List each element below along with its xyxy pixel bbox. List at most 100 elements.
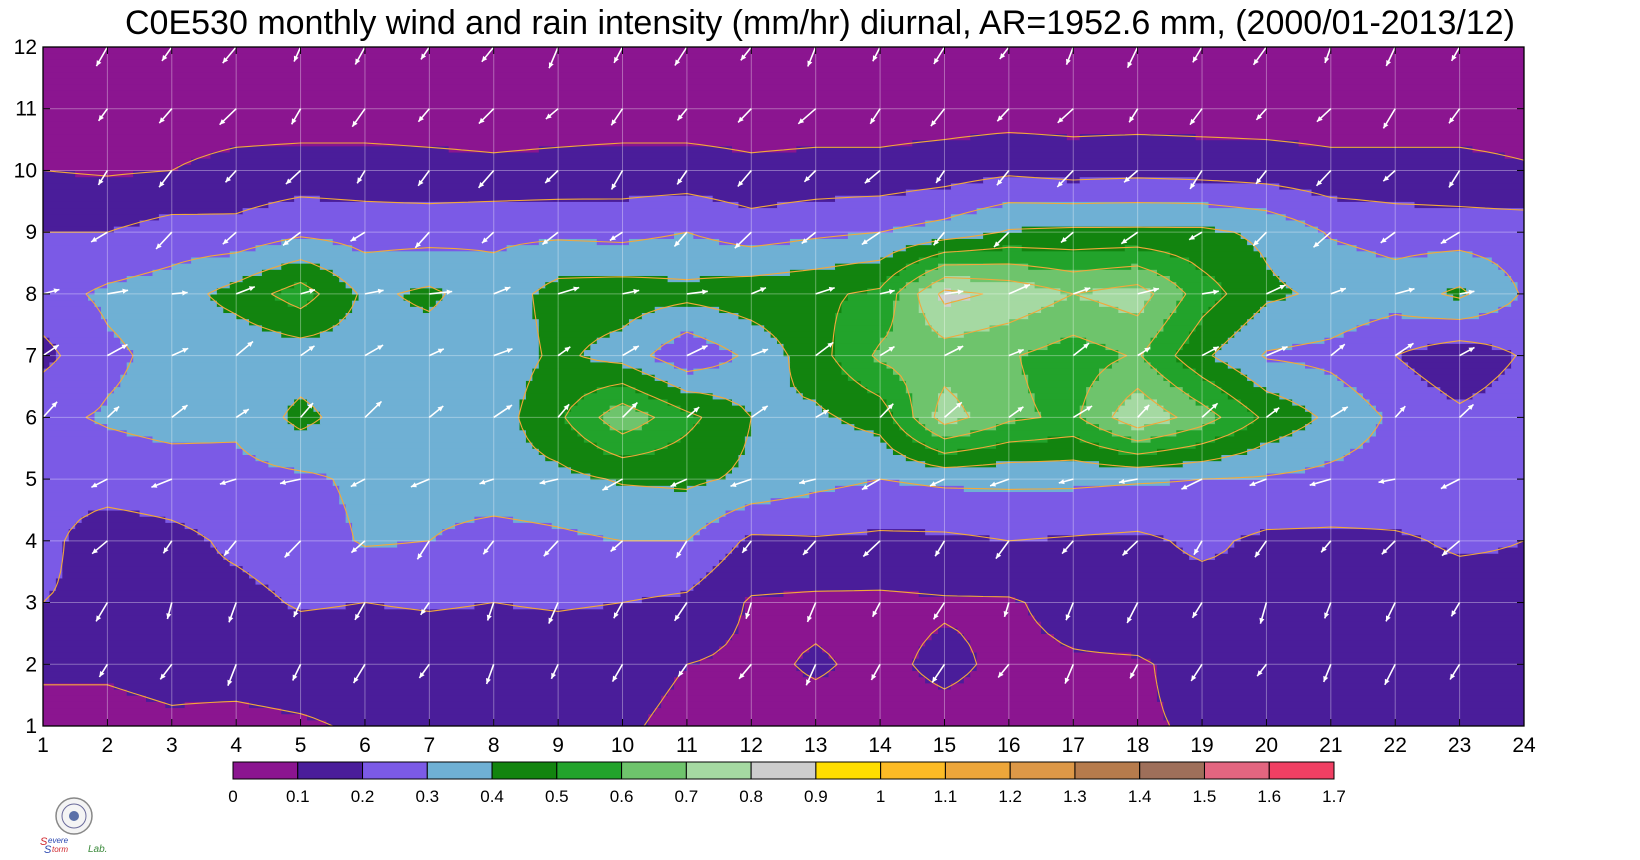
- contour-band-cell: [126, 688, 669, 696]
- wind-arrow: [282, 231, 302, 247]
- contour-band-cell: [1266, 207, 1524, 215]
- contour-band-cell: [1131, 651, 1524, 659]
- contour-band-cell: [319, 417, 521, 425]
- contour-band-cell: [596, 337, 675, 344]
- contour-band-cell: [931, 633, 965, 641]
- contour-band-cell: [738, 621, 1042, 628]
- wind-arrow: [797, 108, 817, 125]
- contour-band-cell: [43, 559, 63, 567]
- contour-band-cell: [583, 435, 682, 443]
- contour-band-cell: [1137, 263, 1197, 270]
- contour-band-cell: [43, 516, 83, 523]
- contour-band-cell: [43, 114, 1524, 122]
- contour-band-cell: [1202, 374, 1248, 381]
- wind-arrow: [541, 231, 559, 246]
- contour-band-cell: [43, 170, 76, 178]
- svg-text:evere: evere: [48, 836, 69, 845]
- wind-arrow: [417, 108, 430, 123]
- contour-band-cell: [699, 275, 888, 283]
- wind-arrow: [1394, 405, 1406, 418]
- contour-band-cell: [1375, 405, 1524, 412]
- y-tick-label: 3: [25, 592, 37, 615]
- contour-band-cell: [1195, 133, 1524, 141]
- contour-band-cell: [1163, 701, 1524, 709]
- contour-band-cell: [912, 139, 1300, 147]
- contour-band-cell: [1266, 256, 1493, 264]
- contour-band-cell: [1517, 293, 1524, 301]
- contour-band-cell: [339, 318, 540, 326]
- contour-band-cell: [281, 330, 321, 338]
- contour-band-cell: [113, 682, 675, 690]
- wind-arrow: [934, 540, 946, 557]
- contour-band-cell: [1356, 244, 1524, 252]
- colorbar-swatch: [362, 761, 428, 780]
- contour-band-cell: [699, 528, 868, 536]
- contour-band-cell: [809, 491, 1524, 499]
- contour-band-cell: [699, 417, 752, 425]
- contour-band-cell: [1227, 392, 1280, 400]
- contour-band-cell: [261, 269, 334, 276]
- contour-band-cell: [989, 324, 1165, 332]
- colorbar-label: 1.2: [998, 787, 1022, 806]
- contour-band-cell: [693, 367, 791, 375]
- contour-band-cell: [828, 651, 920, 659]
- contour-band-cell: [1214, 226, 1319, 233]
- contour-band-cell: [674, 676, 926, 684]
- wind-arrow: [806, 602, 817, 623]
- wind-arrow: [611, 663, 624, 683]
- contour-band-cell: [1028, 602, 1524, 610]
- contour-band-cell: [216, 546, 733, 554]
- wind-arrow: [861, 478, 881, 491]
- wind-arrow: [299, 402, 314, 418]
- contour-band-cell: [892, 318, 926, 326]
- contour-band-cell: [680, 405, 746, 412]
- contour-band-cell: [1111, 361, 1152, 369]
- contour-band-cell: [1214, 275, 1280, 283]
- contour-band-cell: [970, 639, 1061, 647]
- contour-band-cell: [216, 300, 289, 307]
- contour-band-cell: [107, 281, 231, 289]
- wind-arrow: [807, 47, 817, 67]
- contour-band-cell: [841, 361, 888, 369]
- contour-band-cell: [1279, 275, 1512, 283]
- contour-band-cell: [43, 719, 327, 726]
- contour-band-cell: [706, 479, 868, 486]
- contour-band-cell: [281, 263, 321, 270]
- contour-band-cell: [442, 287, 540, 295]
- contour-band-cell: [770, 330, 836, 338]
- x-tick-label: 3: [166, 734, 178, 757]
- wind-arrow: [364, 400, 383, 418]
- contour-band-cell: [925, 269, 1158, 276]
- wind-arrow: [352, 663, 366, 684]
- y-tick-label: 12: [14, 36, 37, 59]
- contour-band-cell: [1034, 398, 1087, 406]
- contour-band-cell: [1156, 676, 1524, 684]
- contour-band-cell: [1169, 479, 1524, 486]
- contour-band-cell: [43, 546, 63, 554]
- contour-band-cell: [1124, 244, 1139, 252]
- contour-band-cell: [583, 392, 649, 400]
- wind-arrow: [686, 344, 708, 357]
- contour-band-cell: [525, 392, 585, 400]
- contour-band-cell: [107, 398, 295, 406]
- contour-band-cell: [1150, 361, 1184, 369]
- x-axis-ticks: 1 2 3 4 5 6 7 8 9 10 11 12 13 14 15 16 17 18 19 20 21 22 23 24: [37, 47, 1536, 757]
- colorbar-label: 1.6: [1257, 787, 1281, 806]
- wind-arrow: [931, 663, 946, 683]
- contour-band-cell: [55, 343, 128, 351]
- contour-band-cell: [789, 367, 843, 375]
- contour-band-cell: [410, 287, 443, 295]
- contour-band-cell: [738, 460, 926, 468]
- contour-band-cell: [680, 435, 746, 443]
- wind-arrow: [477, 169, 495, 189]
- contour-band-cell: [1305, 361, 1409, 369]
- wind-arrow: [300, 345, 315, 357]
- wind-arrow: [1073, 287, 1091, 295]
- contour-band-cell: [236, 312, 347, 320]
- contour-band-cell: [43, 633, 733, 641]
- contour-band-cell: [158, 213, 952, 221]
- contour-band-cell: [970, 293, 1068, 301]
- contour-band-cell: [1266, 386, 1358, 394]
- contour-band-cell: [822, 645, 920, 653]
- x-tick-label: 22: [1384, 734, 1407, 757]
